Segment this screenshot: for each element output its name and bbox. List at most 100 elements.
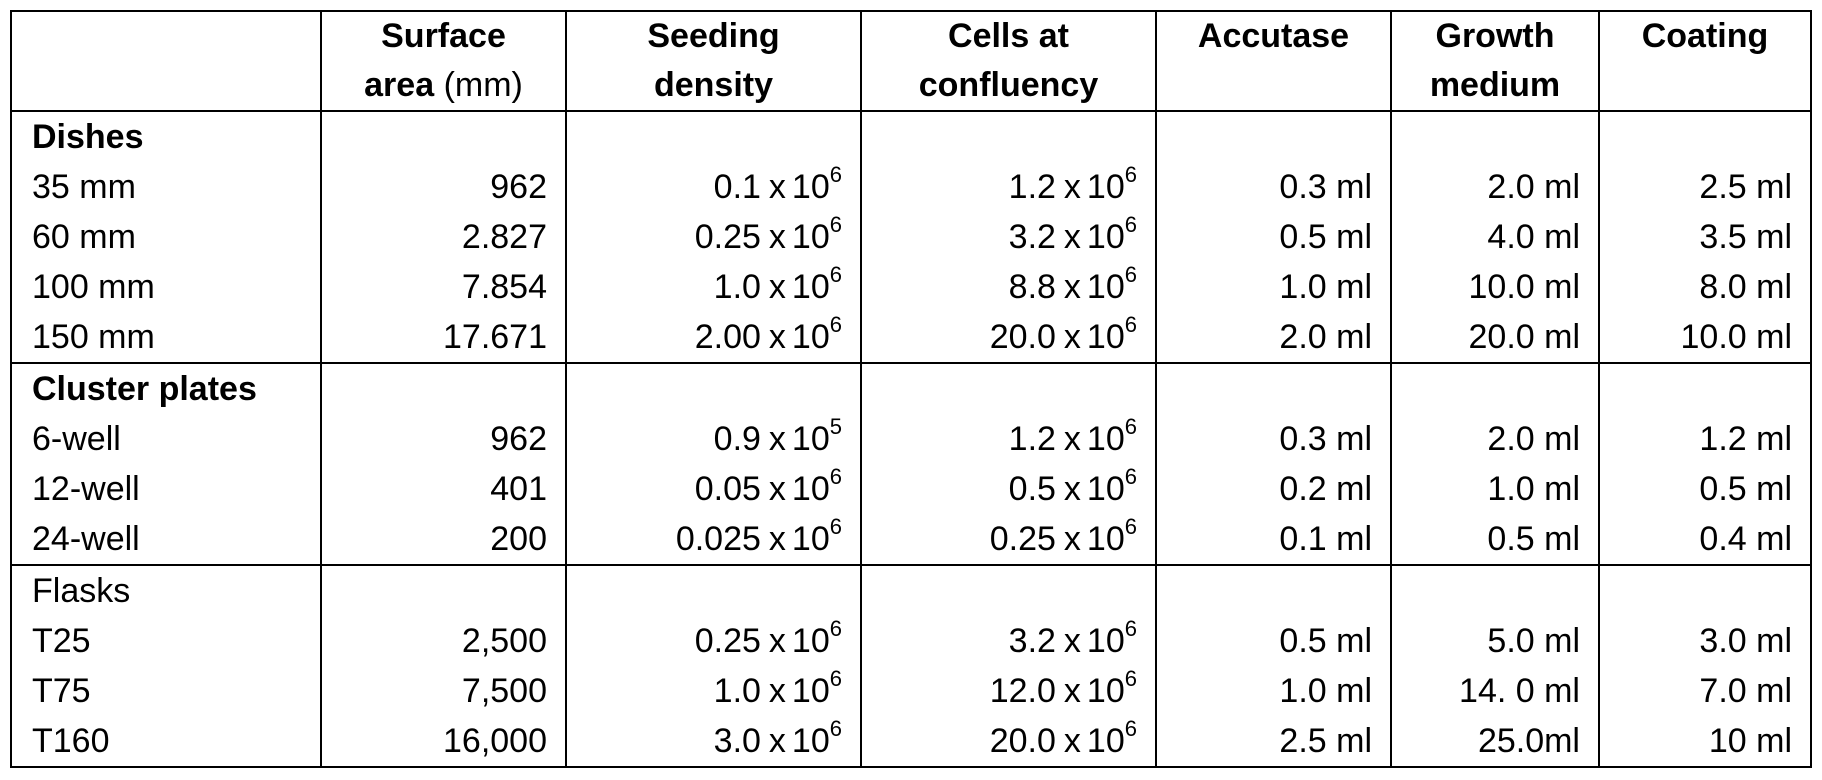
- mantissa: 3.0: [713, 722, 761, 760]
- seeding-density-value: 0.9 x 105: [565, 414, 862, 464]
- times-sign: x: [1063, 318, 1081, 356]
- table-row: 24-well 200 0.025 x 106 0.25 x 106 0.1 ml 0.5 ml 0…: [10, 514, 1812, 566]
- seeding-density-value: 0.25 x 106: [565, 616, 862, 666]
- seeding-density-value: 0.05 x 106: [565, 464, 862, 514]
- exponent-base: 10: [1086, 470, 1125, 508]
- times-sign: x: [1063, 168, 1081, 206]
- seeding-density-value: 0.25 x 106: [565, 212, 862, 262]
- cells-at-confluency-value: 20.0 x 106: [860, 715, 1157, 768]
- exponent: 6: [1124, 261, 1137, 287]
- mantissa: 0.9: [713, 420, 761, 458]
- header-coating: Coating: [1598, 10, 1812, 112]
- mantissa: 0.5: [1008, 470, 1056, 508]
- empty-cell: [1155, 111, 1392, 162]
- coating-value: 3.5 ml: [1598, 212, 1812, 262]
- header-row: Surface area (mm) Seeding density Cells …: [10, 10, 1812, 112]
- exponent: 6: [829, 715, 842, 741]
- table-body: Dishes 35 mm 962 0.1 x 106 1.2 x 106 0.3 ml 2.0 ml…: [10, 111, 1812, 768]
- exponent: 6: [1124, 463, 1137, 489]
- times-sign: x: [768, 520, 786, 558]
- empty-cell: [1390, 363, 1600, 414]
- header-seeding-density: Seeding density: [565, 10, 862, 112]
- mantissa: 0.1: [713, 168, 761, 206]
- cells-at-confluency-value: 3.2 x 106: [860, 616, 1157, 666]
- times-sign: x: [1063, 722, 1081, 760]
- mantissa: 0.25: [694, 218, 761, 256]
- mantissa: 8.8: [1008, 268, 1056, 306]
- exponent-base: 10: [791, 520, 830, 558]
- surface-area-value: 7.854: [320, 262, 567, 312]
- exponent: 6: [1124, 413, 1137, 439]
- exponent: 6: [1124, 715, 1137, 741]
- times-sign: x: [768, 318, 786, 356]
- exponent-base: 10: [791, 622, 830, 660]
- vessel-name: 35 mm: [10, 162, 322, 212]
- header-growth-medium: Growth medium: [1390, 10, 1600, 112]
- cells-at-confluency-value: 3.2 x 106: [860, 211, 1157, 262]
- accutase-value: 1.0 ml: [1155, 262, 1392, 312]
- growth-medium-value: 10.0 ml: [1390, 262, 1600, 312]
- mantissa: 3.2: [1008, 218, 1056, 256]
- growth-medium-value: 2.0 ml: [1390, 414, 1600, 464]
- cells-at-confluency-value: 20.0 x 106: [860, 312, 1157, 364]
- cells-at-confluency-value: 12.0 x 106: [860, 666, 1157, 716]
- vessel-name: 6-well: [10, 414, 322, 464]
- coating-value: 7.0 ml: [1598, 666, 1812, 716]
- empty-cell: [860, 363, 1157, 414]
- empty-cell: [860, 111, 1157, 162]
- group-heading-row: Flasks: [10, 565, 1812, 616]
- exponent-base: 10: [1086, 318, 1125, 356]
- times-sign: x: [1063, 470, 1081, 508]
- header-seeding-line2: density: [653, 66, 774, 104]
- culture-vessel-table: Surface area (mm) Seeding density Cells …: [10, 10, 1812, 768]
- exponent-base: 10: [791, 420, 830, 458]
- times-sign: x: [1063, 672, 1081, 710]
- group-heading: Flasks: [10, 565, 322, 616]
- mantissa: 20.0: [989, 722, 1056, 760]
- table-row: 6-well 962 0.9 x 105 1.2 x 106 0.3 ml 2.0 ml 1.2 m…: [10, 413, 1812, 464]
- times-sign: x: [1063, 520, 1081, 558]
- times-sign: x: [1063, 622, 1081, 660]
- coating-value: 10 ml: [1598, 716, 1812, 768]
- empty-cell: [320, 111, 567, 162]
- mantissa: 0.25: [694, 622, 761, 660]
- exponent-base: 10: [1086, 168, 1125, 206]
- cells-at-confluency-value: 1.2 x 106: [860, 413, 1157, 464]
- exponent-base: 10: [791, 672, 830, 710]
- exponent-base: 10: [1086, 622, 1125, 660]
- empty-cell: [565, 363, 862, 414]
- table-row: 100 mm 7.854 1.0 x 106 8.8 x 106 1.0 ml 10.0 ml 8.…: [10, 261, 1812, 312]
- exponent: 6: [829, 311, 842, 337]
- growth-medium-value: 25.0ml: [1390, 716, 1600, 768]
- coating-value: 3.0 ml: [1598, 616, 1812, 666]
- times-sign: x: [1063, 420, 1081, 458]
- times-sign: x: [768, 168, 786, 206]
- surface-area-value: 401: [320, 464, 567, 514]
- vessel-name: 150 mm: [10, 312, 322, 364]
- growth-medium-value: 5.0 ml: [1390, 616, 1600, 666]
- seeding-density-value: 0.025 x 106: [565, 514, 862, 566]
- times-sign: x: [768, 268, 786, 306]
- exponent-base: 10: [1086, 672, 1125, 710]
- times-sign: x: [768, 722, 786, 760]
- surface-area-value: 17.671: [320, 312, 567, 364]
- exponent-base: 10: [791, 470, 830, 508]
- mantissa: 1.2: [1008, 420, 1056, 458]
- header-accutase: Accutase: [1155, 10, 1392, 112]
- cells-at-confluency-value: 8.8 x 106: [860, 261, 1157, 312]
- vessel-name: T25: [10, 616, 322, 666]
- surface-area-value: 962: [320, 162, 567, 212]
- times-sign: x: [768, 622, 786, 660]
- vessel-name: T75: [10, 666, 322, 716]
- empty-cell: [1155, 363, 1392, 414]
- times-sign: x: [768, 470, 786, 508]
- exponent: 6: [1124, 211, 1137, 237]
- times-sign: x: [768, 218, 786, 256]
- mantissa: 20.0: [989, 318, 1056, 356]
- cells-at-confluency-value: 0.5 x 106: [860, 463, 1157, 514]
- table-row: T25 2,500 0.25 x 106 3.2 x 106 0.5 ml 5.0 ml 3.0 m…: [10, 616, 1812, 666]
- exponent-base: 10: [791, 168, 830, 206]
- empty-cell: [1598, 565, 1812, 616]
- surface-area-value: 200: [320, 514, 567, 566]
- exponent-base: 10: [791, 722, 830, 760]
